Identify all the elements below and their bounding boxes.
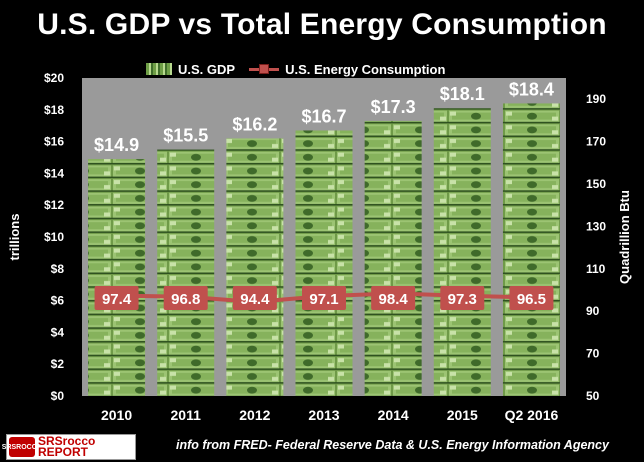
y2-axis-label: Quadrillion Btu (617, 190, 632, 284)
y2-tick-label: 130 (586, 219, 606, 233)
y2-tick-label: 110 (586, 262, 606, 276)
chart-title: U.S. GDP vs Total Energy Consumption (37, 8, 607, 41)
x-tick-label: 2012 (239, 407, 270, 423)
legend-energy-label: U.S. Energy Consumption (285, 61, 446, 77)
energy-label-box (440, 286, 485, 310)
x-tick-label: 2010 (101, 407, 132, 423)
y-tick-label: $6 (51, 294, 65, 308)
gdp-bar (157, 149, 215, 396)
gdp-bar-label: $14.9 (94, 135, 139, 155)
gdp-bar-label: $18.4 (509, 79, 554, 99)
energy-label-box (302, 286, 346, 310)
gdp-bar (226, 138, 284, 397)
y-tick-label: $12 (44, 198, 64, 212)
y-tick-label: $0 (51, 389, 65, 403)
energy-data-label: 94.4 (240, 291, 270, 308)
x-tick-label: Q2 2016 (505, 407, 559, 423)
source-note: info from FRED- Federal Reserve Data & U… (176, 438, 609, 452)
y-tick-label: $20 (44, 71, 64, 85)
x-tick-label: 2013 (308, 407, 339, 423)
energy-data-label: 97.1 (309, 291, 338, 308)
chart-legend: U.S. GDP U.S. Energy Consumption (146, 60, 459, 78)
x-tick-label: 2015 (447, 407, 478, 423)
logo-text-bottom: REPORT (38, 445, 89, 459)
x-tick-label: 2014 (378, 407, 409, 423)
y-tick-label: $10 (44, 230, 64, 244)
gdp-bar-label: $16.2 (232, 114, 277, 134)
gdp-bar-label: $17.3 (371, 97, 416, 117)
y2-tick-label: 90 (586, 304, 600, 318)
y-tick-label: $14 (44, 166, 64, 180)
y2-tick-label: 170 (586, 135, 606, 149)
y2-tick-label: 190 (586, 92, 606, 106)
y-tick-label: $2 (51, 357, 65, 371)
legend-gdp-swatch (146, 63, 172, 75)
energy-label-box (163, 286, 208, 310)
y2-tick-label: 150 (586, 177, 606, 191)
gdp-bar (88, 159, 146, 396)
y-tick-label: $4 (51, 325, 65, 339)
gdp-bar (295, 130, 353, 396)
legend-energy-swatch (249, 63, 280, 75)
energy-label-box (94, 286, 139, 310)
energy-data-label: 96.5 (517, 291, 546, 308)
energy-label-box (371, 286, 416, 310)
y2-tick-label: 50 (586, 389, 600, 403)
energy-label-box (232, 286, 277, 310)
y-tick-label: $8 (51, 262, 65, 276)
y-tick-label: $16 (44, 135, 64, 149)
energy-data-label: 96.8 (171, 291, 200, 308)
gdp-bar-label: $18.1 (440, 84, 485, 104)
gdp-bar (502, 103, 560, 396)
energy-data-label: 97.3 (448, 291, 477, 308)
gdp-bar-label: $16.7 (301, 106, 346, 126)
legend-gdp-label: U.S. GDP (178, 61, 236, 77)
energy-data-label: 98.4 (379, 291, 409, 308)
energy-data-label: 97.4 (102, 291, 132, 308)
gdp-bar (433, 108, 491, 397)
gdp-bar (364, 120, 422, 397)
gdp-bar-label: $15.5 (163, 126, 208, 146)
logo-badge: SRSROCCO (2, 437, 42, 457)
x-tick-label: 2011 (171, 407, 202, 423)
y-tick-label: $18 (44, 103, 64, 117)
y-axis-label: trillions (7, 214, 22, 261)
logo-text-top: SRSrocco (38, 434, 96, 448)
y2-tick-label: 70 (586, 347, 600, 361)
energy-label-box (509, 286, 554, 310)
srsrocco-logo: SRSROCCO SRSrocco REPORT (2, 434, 136, 460)
